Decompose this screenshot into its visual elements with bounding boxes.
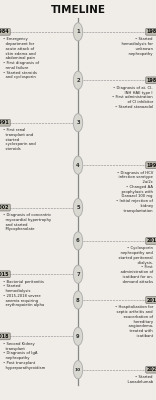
Text: 2021: 2021 xyxy=(147,367,156,372)
Text: 2002: 2002 xyxy=(0,205,9,210)
Text: TIMELINE: TIMELINE xyxy=(51,4,105,14)
Text: 1991: 1991 xyxy=(0,120,9,125)
Text: • Diagnosis of concentric
  myocardial hypertrophy
  and started
  Mycophenolate: • Diagnosis of concentric myocardial hyp… xyxy=(3,213,51,231)
Circle shape xyxy=(73,114,83,132)
Text: 7: 7 xyxy=(76,272,80,277)
Text: 6: 6 xyxy=(76,238,80,244)
Text: • Emergency
  department for
  acute attack of
  skin edema and
  abdominal pain: • Emergency department for acute attack … xyxy=(3,37,39,79)
Text: 2: 2 xyxy=(76,78,80,83)
Circle shape xyxy=(73,71,83,89)
Text: • Diagnosis of at. CI-
  INH HAE type I
• First administration
  of CI inhibitor: • Diagnosis of at. CI- INH HAE type I • … xyxy=(112,86,153,109)
Circle shape xyxy=(73,327,83,346)
Text: 10: 10 xyxy=(75,368,81,372)
Text: 2018: 2018 xyxy=(0,334,9,339)
Text: • Started
  hemodialysis for
  unknown
  nephropathy: • Started hemodialysis for unknown nephr… xyxy=(119,37,153,56)
Text: 5: 5 xyxy=(76,205,80,210)
Circle shape xyxy=(73,265,83,283)
Text: • Second Kidney
  transplant
• Diagnosis of IgA
  nephropathy
• Post transplant
: • Second Kidney transplant • Diagnosis o… xyxy=(3,342,45,370)
Text: 1: 1 xyxy=(76,29,80,34)
Text: • Cyclosporin
  nephropathy and
  started peritoneal
  dialysis.
• First
  admin: • Cyclosporin nephropathy and started pe… xyxy=(116,246,153,284)
Text: • Hospitalization for
  septic arthritis and
  exacerbation of
  hereditary
  an: • Hospitalization for septic arthritis a… xyxy=(114,306,153,338)
Text: • Bacterial peritonitis
• Started
  hemodialysis
• 2015-2018 severe
  anemia req: • Bacterial peritonitis • Started hemodi… xyxy=(3,280,44,308)
Text: 2016: 2016 xyxy=(147,298,156,302)
Text: 3: 3 xyxy=(76,120,80,125)
Text: 8: 8 xyxy=(76,298,80,302)
Text: 2012: 2012 xyxy=(147,238,156,244)
Circle shape xyxy=(73,232,83,250)
Text: 1985: 1985 xyxy=(147,29,156,34)
Text: 1984: 1984 xyxy=(0,29,9,34)
Text: 2015: 2015 xyxy=(0,272,9,277)
Circle shape xyxy=(73,23,83,41)
Text: 1989: 1989 xyxy=(147,78,156,83)
Circle shape xyxy=(73,291,83,309)
Circle shape xyxy=(73,361,83,379)
Text: 1994: 1994 xyxy=(147,163,156,168)
Text: 4: 4 xyxy=(76,163,80,168)
Circle shape xyxy=(73,156,83,174)
Text: 9: 9 xyxy=(76,334,80,339)
Text: • First renal
  transplant and
  started
  cyclosporin and
  steroids: • First renal transplant and started cyc… xyxy=(3,128,36,151)
Circle shape xyxy=(73,198,83,217)
Text: • Started
  Lanadelumab: • Started Lanadelumab xyxy=(125,375,153,384)
Text: • Diagnosis of HCV
  infection serotype
  2a/2c
• Changed AA
  prophylaxis with
: • Diagnosis of HCV infection serotype 2a… xyxy=(116,171,153,213)
